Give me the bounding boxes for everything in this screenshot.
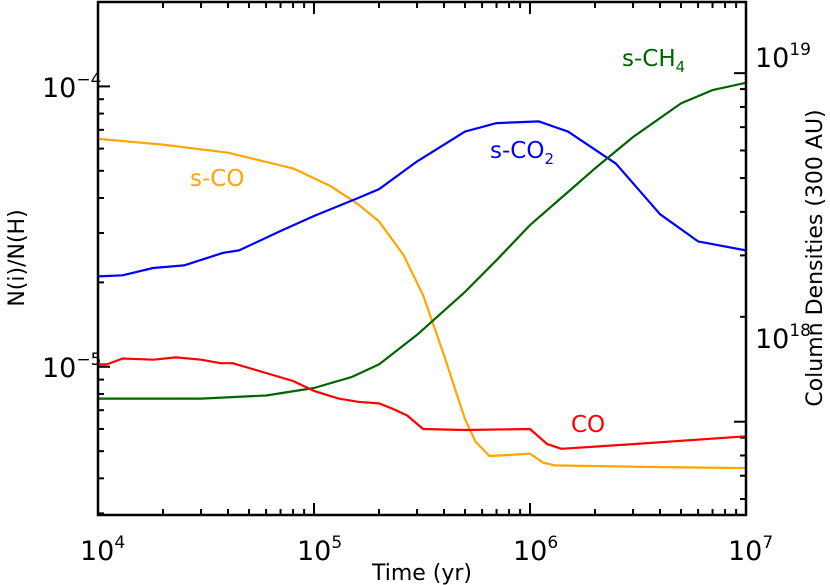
label-s-ch4: s-CH4 (622, 46, 685, 76)
x-axis-title: Time (yr) (371, 561, 472, 585)
series-labels: s-CO s-CO2 s-CH4 CO (190, 46, 685, 438)
plot-frame (96, 0, 748, 517)
y-left-tick-labels: 10−4 10−5 (42, 70, 101, 384)
minor-ticks (98, 1, 746, 515)
x-tick-label-1e7: 107 (728, 533, 773, 567)
label-co: CO (571, 412, 605, 438)
y-right-tick-label-1e19: 1019 (755, 40, 811, 74)
series-line-co (98, 356, 746, 450)
x-tick-labels: 104 105 106 107 (80, 533, 773, 567)
series-lines (98, 81, 746, 470)
series-line-s-co2 (98, 120, 746, 278)
x-tick-label-1e4: 104 (80, 533, 125, 567)
series-line-s-co (98, 137, 746, 470)
label-s-co: s-CO (190, 166, 244, 192)
label-s-co2: s-CO2 (490, 138, 554, 168)
y-tick-label-1e-4: 10−4 (42, 70, 101, 104)
y-axis-title-right: Column Densities (300 AU) (803, 109, 828, 406)
y-right-tick-label-1e18: 1018 (755, 321, 811, 355)
series-line-s-ch4 (98, 81, 746, 400)
y-right-tick-labels: 1019 1018 (755, 40, 811, 355)
x-tick-label-1e5: 105 (297, 533, 342, 567)
x-tick-label-1e6: 106 (513, 533, 558, 567)
major-ticks (97, 2, 747, 515)
y-axis-title-left: N(i)/N(H) (5, 209, 30, 306)
y-tick-label-1e-5: 10−5 (42, 350, 101, 384)
